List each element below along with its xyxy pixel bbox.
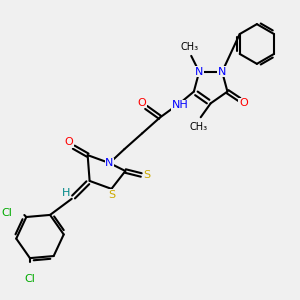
Text: CH₃: CH₃ xyxy=(180,42,198,52)
Text: CH₃: CH₃ xyxy=(190,122,208,132)
Text: O: O xyxy=(239,98,248,109)
Text: N: N xyxy=(195,67,203,77)
Text: N: N xyxy=(105,158,114,168)
Text: NH: NH xyxy=(172,100,188,110)
Text: Cl: Cl xyxy=(2,208,12,218)
Text: Cl: Cl xyxy=(25,274,35,284)
Text: O: O xyxy=(138,98,147,107)
Text: O: O xyxy=(64,137,73,147)
Text: N: N xyxy=(218,67,226,77)
Text: S: S xyxy=(108,190,115,200)
Text: H: H xyxy=(61,188,70,198)
Text: S: S xyxy=(144,170,151,180)
